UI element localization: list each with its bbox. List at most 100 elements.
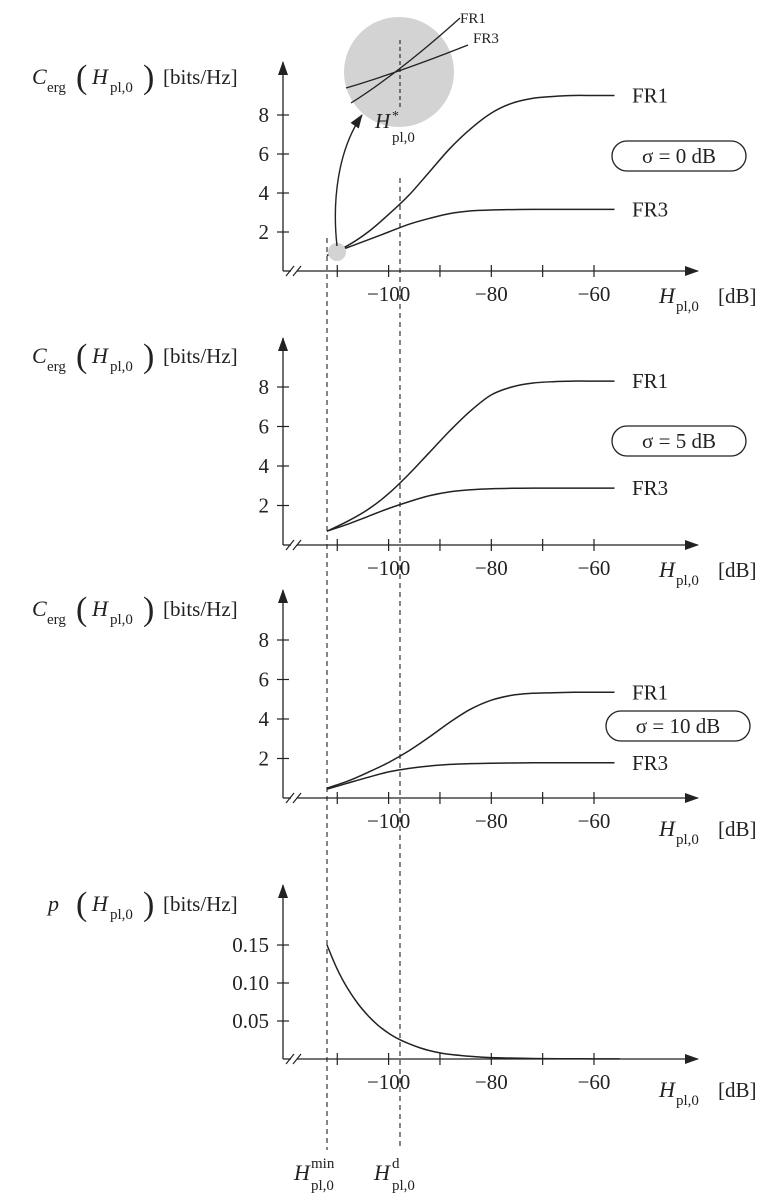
y-label-arg-sub-0: pl,0 [110, 80, 133, 96]
x-label-unit-1: [dB] [718, 558, 757, 582]
y-label-unit-3: [bits/Hz] [163, 892, 238, 916]
axes-2: −100 −80 −60 2 4 6 8 [259, 589, 699, 833]
panel-3: p ( H pl,0 ) [bits/Hz] H pl,0 [dB] −100 −… [46, 884, 757, 1109]
y-label-lparen-2: ( [76, 591, 87, 628]
y-label-func-2: C [32, 596, 47, 621]
zoom-label-h: H [374, 109, 392, 133]
zoom-inset-disc [344, 17, 454, 127]
y-label-rparen-3: ) [143, 886, 154, 923]
sigma-annotation-0: σ = 0 dB [611, 140, 747, 172]
y-label-lparen-1: ( [76, 338, 87, 375]
y-tick-label-3-2: 0.15 [232, 933, 269, 957]
series-line-0-0 [326, 94, 615, 257]
y-label-arg-3: H [91, 891, 109, 916]
x-tick-label-0-0: −100 [367, 282, 410, 306]
y-tick-label-1-2: 6 [259, 415, 270, 439]
y-label-unit-0: [bits/Hz] [163, 65, 238, 89]
series-label-2-1: FR3 [632, 751, 668, 775]
x-tick-label-3-2: −60 [578, 1070, 611, 1094]
h-min-label-sub: pl,0 [311, 1178, 334, 1194]
y-label-lparen-3: ( [76, 886, 87, 923]
zoom-label-fr3: FR3 [473, 31, 499, 47]
sigma-annotation-frame-2 [605, 710, 751, 742]
x-tick-label-1-2: −60 [578, 556, 611, 580]
sigma-annotation-1: σ = 5 dB [611, 425, 747, 457]
h-min-label: H min pl,0 [293, 1156, 335, 1194]
y-axis-label-1: C erg ( H pl,0 ) [bits/Hz] [32, 338, 238, 375]
h-min-label-sup: min [311, 1156, 335, 1172]
x-axis-label-1: H pl,0 [dB] [658, 557, 757, 589]
y-label-rparen-0: ) [143, 59, 154, 96]
y-axis-label-3: p ( H pl,0 ) [bits/Hz] [46, 886, 238, 923]
y-tick-label-3-1: 0.10 [232, 971, 269, 995]
y-tick-label-2-3: 8 [259, 628, 270, 652]
x-tick-label-2-1: −80 [475, 809, 508, 833]
x-axis-break-b-0 [292, 265, 302, 277]
axes-0: −100 −80 −60 2 4 6 8 [259, 61, 699, 306]
y-tick-label-1-3: 8 [259, 375, 270, 399]
y-tick-label-0-2: 6 [259, 142, 270, 166]
series-line-2-0 [326, 691, 615, 789]
y-tick-label-2-2: 6 [259, 668, 270, 692]
series-line-1-1 [326, 487, 615, 532]
x-label-unit-3: [dB] [718, 1078, 757, 1102]
x-axis-label-3: H pl,0 [dB] [658, 1077, 757, 1109]
x-axis-label-2: H pl,0 [dB] [658, 816, 757, 848]
y-label-func-0: C [32, 64, 47, 89]
zoom-label-star: * [392, 109, 399, 124]
series-label-2-0: FR1 [632, 680, 668, 704]
zoom-arrow [334, 114, 363, 247]
y-label-arg-1: H [91, 343, 109, 368]
x-axis-break-a-3 [285, 1053, 295, 1065]
x-tick-label-0-1: −80 [475, 282, 508, 306]
x-tick-label-0-2: −60 [578, 282, 611, 306]
x-label-unit-0: [dB] [718, 284, 757, 308]
y-label-rparen-2: ) [143, 591, 154, 628]
x-tick-label-3-1: −80 [475, 1070, 508, 1094]
series-label-1-1: FR3 [632, 476, 668, 500]
y-label-arg-sub-3: pl,0 [110, 907, 133, 923]
y-axis-label-0: C erg ( H pl,0 ) [bits/Hz] [32, 59, 238, 96]
x-tick-label-3-0: −100 [367, 1070, 410, 1094]
series-line-3-0 [326, 944, 620, 1060]
h-d-label: H d pl,0 [373, 1156, 415, 1194]
x-tick-label-2-2: −60 [578, 809, 611, 833]
x-label-sub-0: pl,0 [676, 299, 699, 315]
zoom-curve-fr3 [345, 44, 469, 89]
x-axis-break-a-2 [285, 792, 295, 804]
panel-1: C erg ( H pl,0 ) [bits/Hz] H pl,0 [dB] σ… [32, 337, 757, 589]
y-axis-label-2: C erg ( H pl,0 ) [bits/Hz] [32, 591, 238, 628]
y-label-arg-sub-2: pl,0 [110, 612, 133, 628]
y-label-arg-0: H [91, 64, 109, 89]
sigma-annotation-text-0: σ = 0 dB [642, 144, 716, 168]
x-label-base-1: H [658, 557, 676, 582]
x-label-base-0: H [658, 283, 676, 308]
zoom-inset: FR1 FR3 H * pl,0 [328, 11, 499, 261]
y-label-unit-2: [bits/Hz] [163, 597, 238, 621]
sigma-annotation-text-1: σ = 5 dB [642, 429, 716, 453]
x-tick-label-2-0: −100 [367, 809, 410, 833]
sigma-annotation-2: σ = 10 dB [605, 710, 751, 742]
x-axis-break-a-1 [285, 539, 295, 551]
panel-2: C erg ( H pl,0 ) [bits/Hz] H pl,0 [dB] σ… [32, 589, 757, 848]
y-label-func-3: p [46, 891, 59, 916]
axes-1: −100 −80 −60 2 4 6 8 [259, 337, 699, 580]
zoom-label-fr1: FR1 [460, 11, 486, 27]
series-label-0-0: FR1 [632, 84, 668, 108]
h-d-label-sup: d [392, 1156, 400, 1172]
y-tick-label-2-1: 4 [259, 707, 270, 731]
axes-3: −100 −80 −60 0.05 0.10 0.15 [232, 884, 699, 1094]
x-axis-break-b-3 [292, 1053, 302, 1065]
x-label-base-2: H [658, 816, 676, 841]
series-line-0-1 [326, 208, 615, 257]
x-label-unit-2: [dB] [718, 817, 757, 841]
y-label-func-sub-1: erg [47, 359, 66, 375]
y-label-func-sub-0: erg [47, 80, 66, 96]
x-label-base-3: H [658, 1077, 676, 1102]
h-d-label-sub: pl,0 [392, 1178, 415, 1194]
x-tick-label-1-0: −100 [367, 556, 410, 580]
y-label-rparen-1: ) [143, 338, 154, 375]
y-label-func-sub-2: erg [47, 612, 66, 628]
x-label-sub-2: pl,0 [676, 832, 699, 848]
x-label-sub-3: pl,0 [676, 1093, 699, 1109]
